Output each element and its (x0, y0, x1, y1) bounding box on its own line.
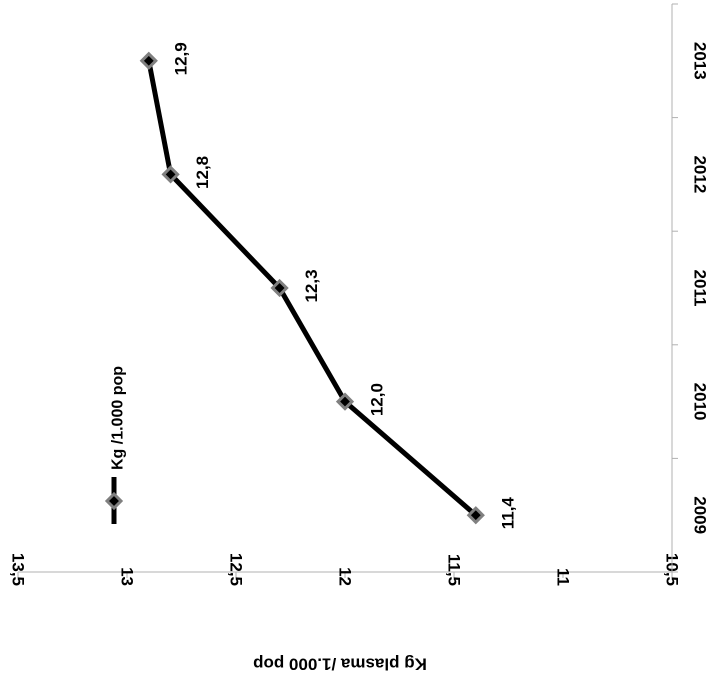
legend-entry-label: Kg /1.000 pop (110, 366, 127, 470)
data-point-marker (139, 51, 158, 70)
category-axis-tick-label: 2011 (691, 270, 710, 307)
value-axis-tick-label: 12 (336, 567, 355, 586)
data-label: 11,4 (498, 497, 517, 530)
value-axis-tick-label: 13,5 (9, 553, 28, 586)
chart-legend: Kg /1.000 pop (104, 366, 127, 524)
value-axis-tick-label: 11,5 (445, 554, 464, 586)
value-axis-title: Kg plasma /1.000 pop (253, 655, 427, 674)
data-point-marker (161, 165, 180, 184)
category-axis-tick-label: 2013 (691, 42, 710, 80)
category-axis-tick-label: 2009 (691, 496, 710, 534)
data-point-marker (335, 392, 355, 411)
data-label: 12,3 (302, 269, 321, 302)
data-label: 12,9 (171, 42, 190, 75)
category-axis-tick-label: 2012 (691, 155, 710, 193)
data-label: 12,0 (368, 383, 387, 416)
data-point-marker (270, 278, 289, 298)
legend-marker-symbol (104, 491, 124, 511)
category-axis-tick-label: 2010 (691, 383, 710, 421)
value-axis-tick-label: 11 (554, 568, 573, 586)
chart-axes: 10,51111,51212,51313,5200920102011201220… (9, 3, 710, 674)
value-axis-tick-label: 13 (118, 567, 137, 586)
data-label: 12,8 (193, 156, 212, 189)
chart-series (139, 51, 485, 525)
chart-labels: 11,4 12,0 12,3 12,8 12,9 (171, 42, 517, 529)
data-point-marker (466, 506, 485, 525)
value-axis-tick-label: 12,5 (227, 553, 246, 586)
